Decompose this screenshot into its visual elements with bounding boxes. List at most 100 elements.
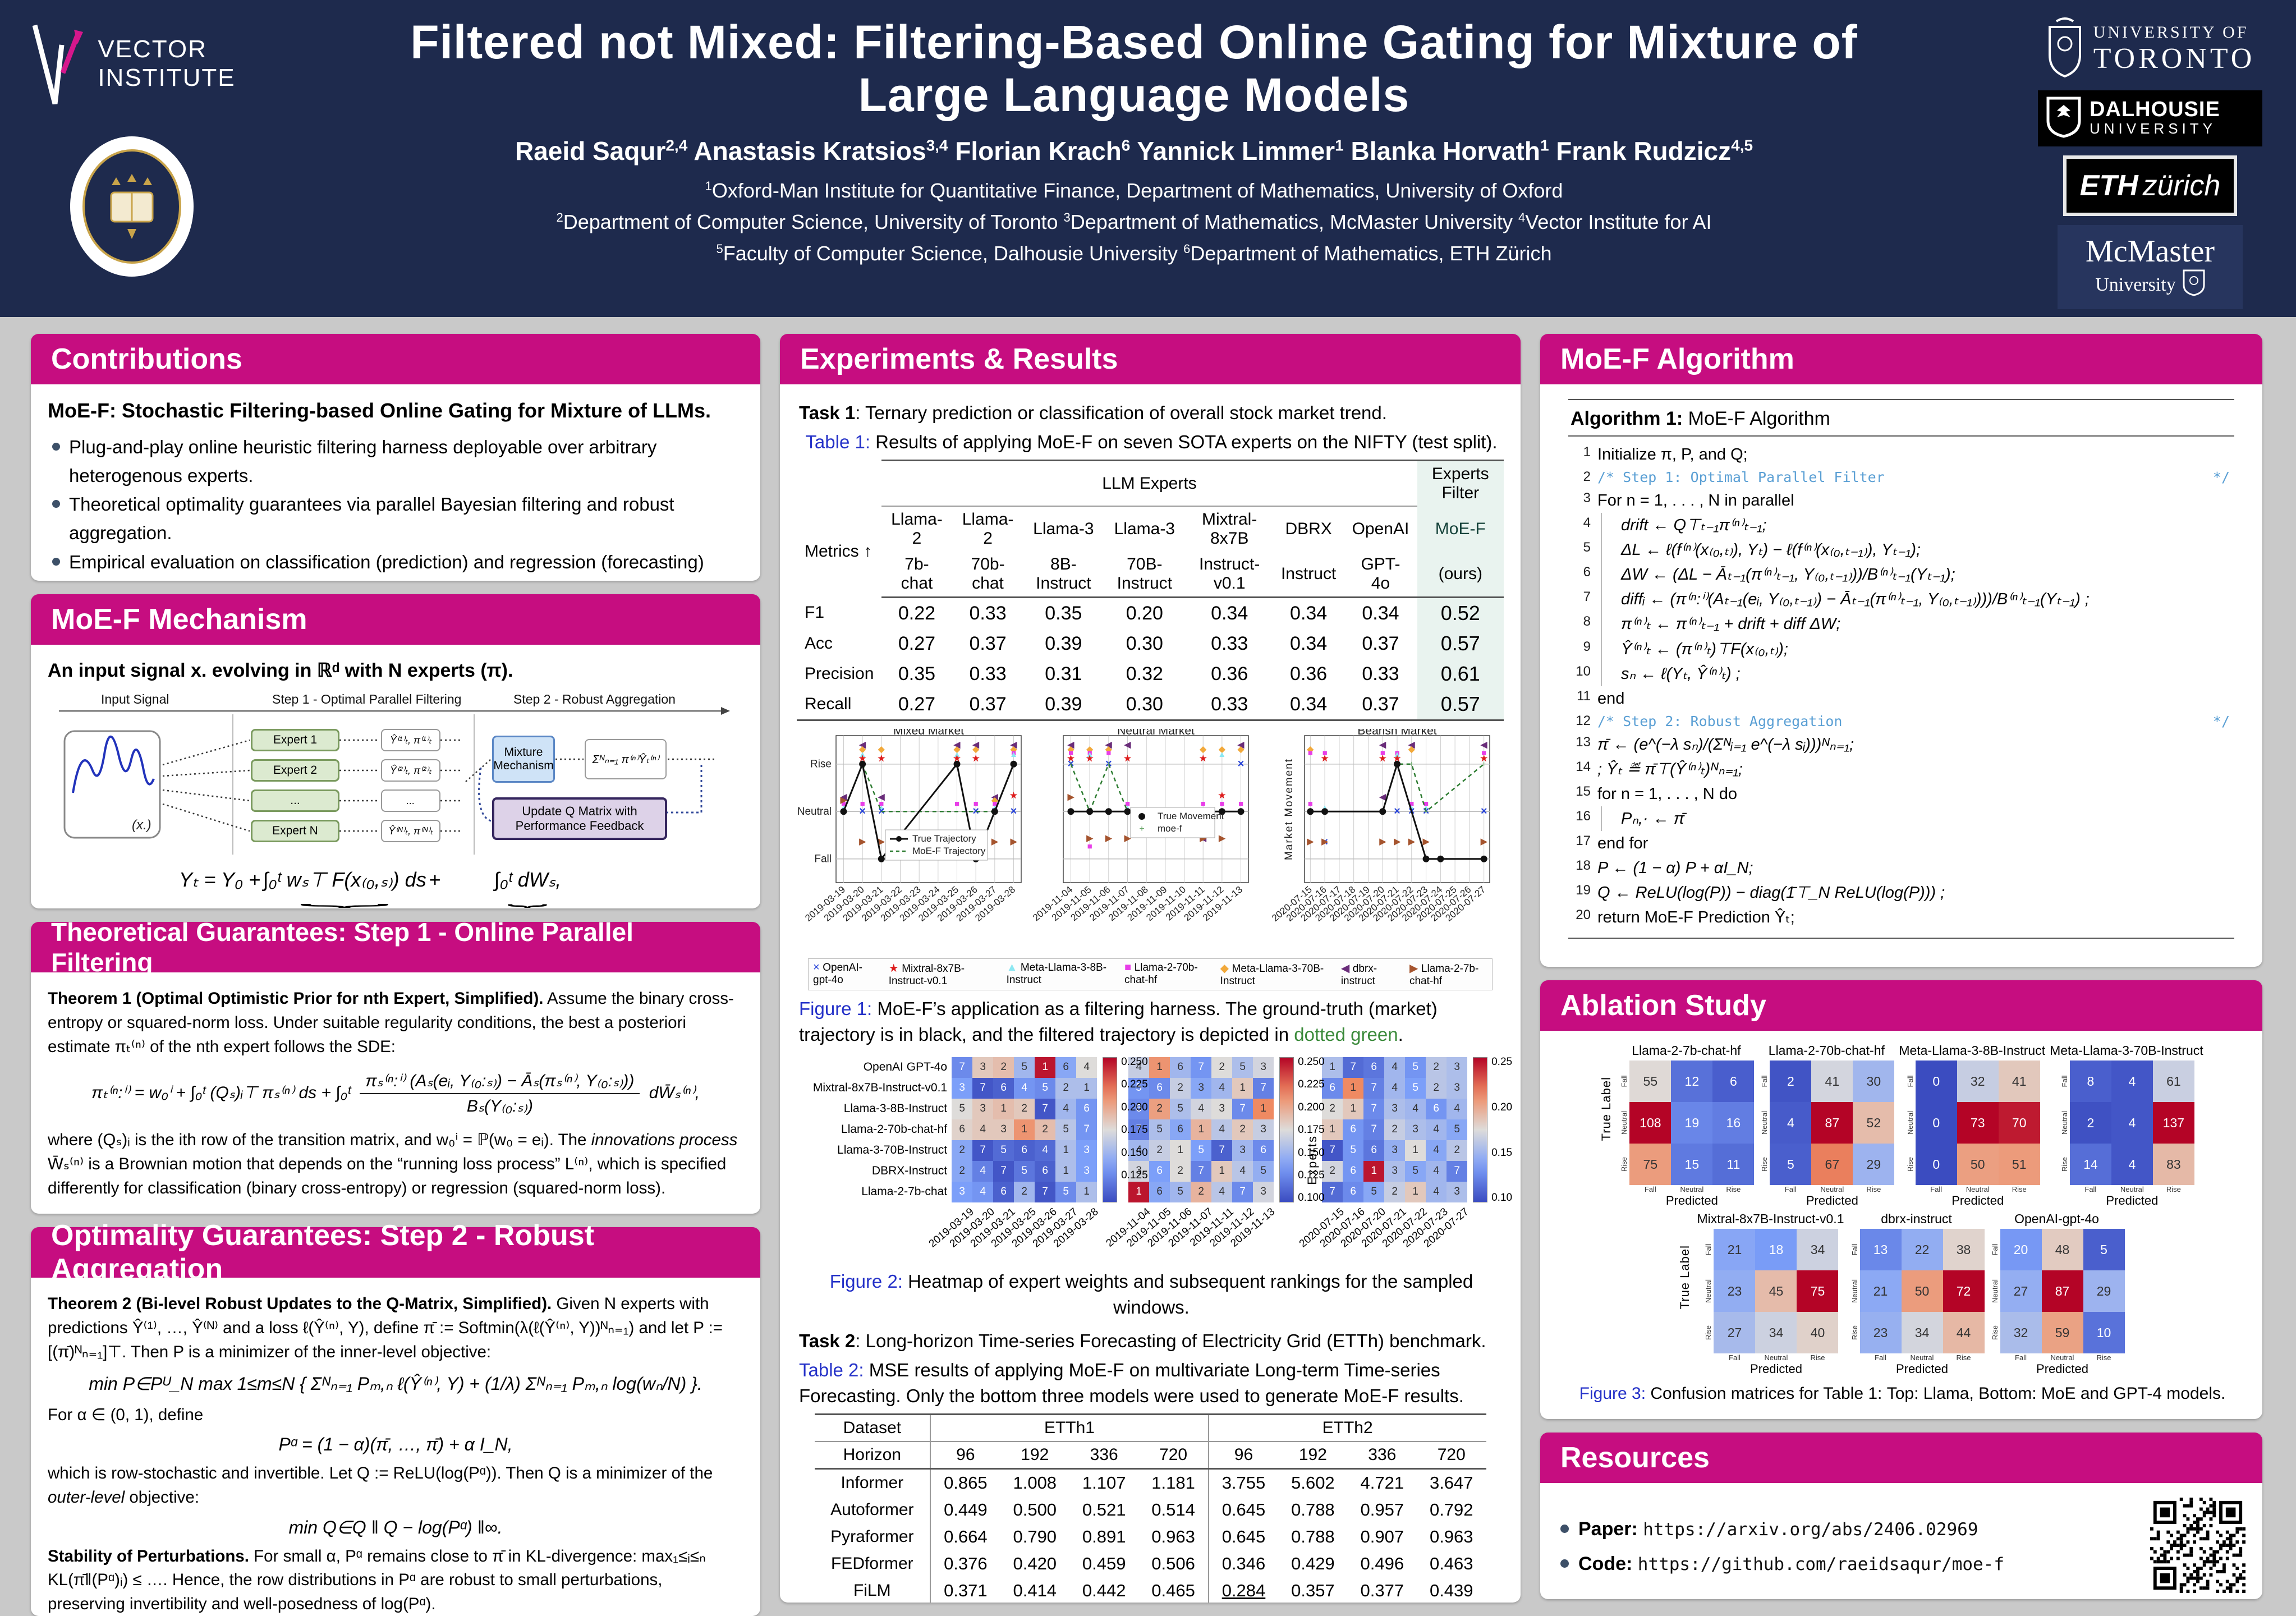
svg-text:★: ★ (1218, 791, 1226, 801)
heatmap-cell: 1 (1035, 1057, 1056, 1078)
heatmap-cell: 2 (952, 1140, 973, 1161)
confusion-cell: 67 (1811, 1144, 1853, 1185)
heatmap-cell: 7 (1343, 1057, 1364, 1078)
heatmap-cell: 7 (1447, 1160, 1468, 1182)
resource-link[interactable]: https://github.com/raeidsaqur/moe-f (1637, 1554, 2005, 1574)
dal-text-2: UNIVERSITY (2090, 120, 2217, 137)
heatmap-cell: 2 (1014, 1098, 1035, 1119)
heatmap-cell: 2 (1232, 1119, 1253, 1140)
heatmap-cell: 2 (1322, 1160, 1343, 1182)
svg-text:◀: ◀ (1067, 740, 1074, 750)
heatmap-cell: 6 (1363, 1140, 1385, 1161)
heatmap-cell: 4 (1035, 1140, 1056, 1161)
heatmap-cell: 2 (1014, 1181, 1035, 1202)
svg-text:★: ★ (1393, 754, 1401, 764)
colorbar-tick: 0.250 (1298, 1055, 1325, 1068)
svg-text:×: × (1321, 836, 1328, 848)
svg-text:Market Movement: Market Movement (1283, 758, 1295, 860)
svg-text:▲: ▲ (1009, 750, 1018, 759)
theorem2-header: Optimality Guarantees: Step 2 - Robust A… (31, 1219, 760, 1286)
heatmap-cell: 6 (1149, 1160, 1170, 1182)
uoft-text-1: UNIVERSITY OF (2093, 23, 2249, 42)
algorithm-line: 2/* Step 1: Optimal Parallel Filter */ (1583, 469, 2230, 486)
legend-entry: ◆ Meta-Llama-3-70B-Instruct (1220, 962, 1324, 988)
confusion-cell: 40 (1797, 1312, 1839, 1353)
svg-text:+: + (1409, 760, 1414, 769)
dbrx-instruct-marker-icon: ◀ (1340, 962, 1353, 975)
heatmap-cell: 6 (1055, 1057, 1077, 1078)
task2-line: Task 2: Long-horizon Time-series Forecas… (799, 1330, 1486, 1351)
heatmap-cell: 6 (1170, 1057, 1191, 1078)
heatmap-cell: 4 (1076, 1057, 1098, 1078)
svg-text:◆: ◆ (1105, 745, 1112, 754)
confusion-matrix: dbrx-instruct Fall Neutral Rise 13 22 38 21 50 72… (1849, 1211, 1985, 1376)
confusion-cell: 0 (1915, 1144, 1957, 1185)
colorbar-tick: 0.250 (1121, 1055, 1148, 1068)
confusion-cell: 6 (1712, 1060, 1755, 1102)
section-mechanism: MoE-F Mechanism An input signal x. evolv… (31, 594, 760, 908)
svg-text:×: × (1105, 758, 1112, 770)
heatmap-cell: 2 (1426, 1057, 1447, 1078)
svg-text:■: ■ (1201, 799, 1206, 809)
confusion-cell: 51 (1998, 1144, 2040, 1185)
table1-row: F1 0.22 0.33 0.35 0.20 0.34 0.34 0.34 0.52 (797, 597, 1504, 629)
author-name: Florian Krach6 (948, 136, 1131, 166)
confusion-cell: 34 (1797, 1229, 1839, 1270)
heatmap-cell: 4 (1426, 1140, 1447, 1161)
table1-expert-header: Llama-3 (1114, 520, 1175, 539)
qr-code (2150, 1498, 2246, 1596)
svg-text:×: × (859, 805, 866, 818)
experiments-header: Experiments & Results (780, 334, 1521, 384)
table1-grid: LLM Experts Experts Filter Metrics ↑ Llama-… (797, 460, 1504, 722)
oxford-crest-icon (62, 134, 202, 288)
heatmap-row-label: DBRX-Instruct (871, 1164, 948, 1178)
svg-text:◀: ◀ (858, 740, 866, 750)
heatmap-cell: 1 (1170, 1140, 1191, 1161)
heatmap-cell: 4 (972, 1119, 994, 1140)
algorithm-line: 4 drift ← Q⊤ₜ₋₁π⁽ⁿ⁾ₜ₋₁; (1568, 513, 2234, 538)
algorithm-line: 18 P ← (1 − α) P + αI_N; (1576, 858, 1753, 878)
contribution-item: Empirical evaluation on classification (… (48, 548, 743, 581)
table1-row: Acc 0.27 0.37 0.39 0.30 0.33 0.34 0.37 0.57 (797, 628, 1504, 659)
table2-row: Pyraformer 0.664 0.790 0.891 0.963 0.645 0.788… (815, 1523, 1486, 1551)
confusion-cell: 44 (1943, 1312, 1985, 1353)
svg-text:×: × (1011, 805, 1017, 818)
svg-text:■: ■ (1423, 799, 1429, 809)
llama-2-70b-chat-hf-marker-icon: ■ (1124, 961, 1135, 974)
svg-text:◀: ◀ (972, 740, 979, 750)
svg-text:▶: ▶ (1010, 837, 1018, 847)
svg-text:◆: ◆ (1010, 745, 1017, 754)
confusion-cell: 27 (2000, 1270, 2042, 1312)
middle-column: Experiments & Results Task 1: Ternary pr… (780, 334, 1521, 1603)
heatmap-cell: 6 (952, 1119, 973, 1140)
confusion-matrix: OpenAI-gpt-4o Fall Neutral Rise 20 48 5 27 87 29 3… (1989, 1211, 2125, 1376)
confusion-cell: 20 (2000, 1229, 2042, 1270)
heatmap-cell: 6 (1128, 1098, 1150, 1119)
heatmap-cell: 3 (1191, 1077, 1212, 1099)
svg-text:×: × (878, 805, 885, 818)
heatmap-cell: 7 (972, 1140, 994, 1161)
svg-text:MoE-F Trajectory: MoE-F Trajectory (912, 846, 986, 856)
diagram-canvas: (x.) (59, 707, 730, 855)
heatmap-cell: 7 (1363, 1098, 1385, 1119)
resource-link[interactable]: https://arxiv.org/abs/2406.02969 (1643, 1519, 1978, 1540)
heatmap-cell: 3 (1128, 1160, 1150, 1182)
heatmap-cell: 7 (952, 1057, 973, 1078)
svg-text:★: ★ (1086, 754, 1094, 764)
table1-moef-header: MoE-F (1417, 506, 1504, 552)
confusion-cell: 50 (1901, 1270, 1943, 1312)
heatmap-cell: 2 (1149, 1098, 1170, 1119)
figure3-caption: Figure 3: Confusion matrices for Table 1… (1579, 1384, 2226, 1403)
svg-text:▲: ▲ (953, 750, 961, 759)
meta-llama-3-8b-instruct-marker-icon: ▲ (1006, 961, 1021, 974)
theorem2-statement: Theorem 2 (Bi-level Robust Updates to th… (48, 1294, 723, 1361)
confusion-cell: 32 (1957, 1060, 1999, 1102)
heatmap-cell: 4 (1426, 1160, 1447, 1182)
contribution-item: Theoretical optimality guarantees via pa… (48, 490, 743, 547)
author-name: Yannick Limmer1 (1130, 136, 1344, 166)
confusion-cell: 19 (1671, 1102, 1713, 1144)
table1-expert-header: Llama-2 (891, 510, 943, 548)
header-right-logos: UNIVERSITY OF TORONTO DALHOUSIE UNIVERSI… (2004, 0, 2296, 309)
colorbar-tick: 0.125 (1298, 1169, 1325, 1181)
heatmap-cell: 3 (1076, 1140, 1098, 1161)
